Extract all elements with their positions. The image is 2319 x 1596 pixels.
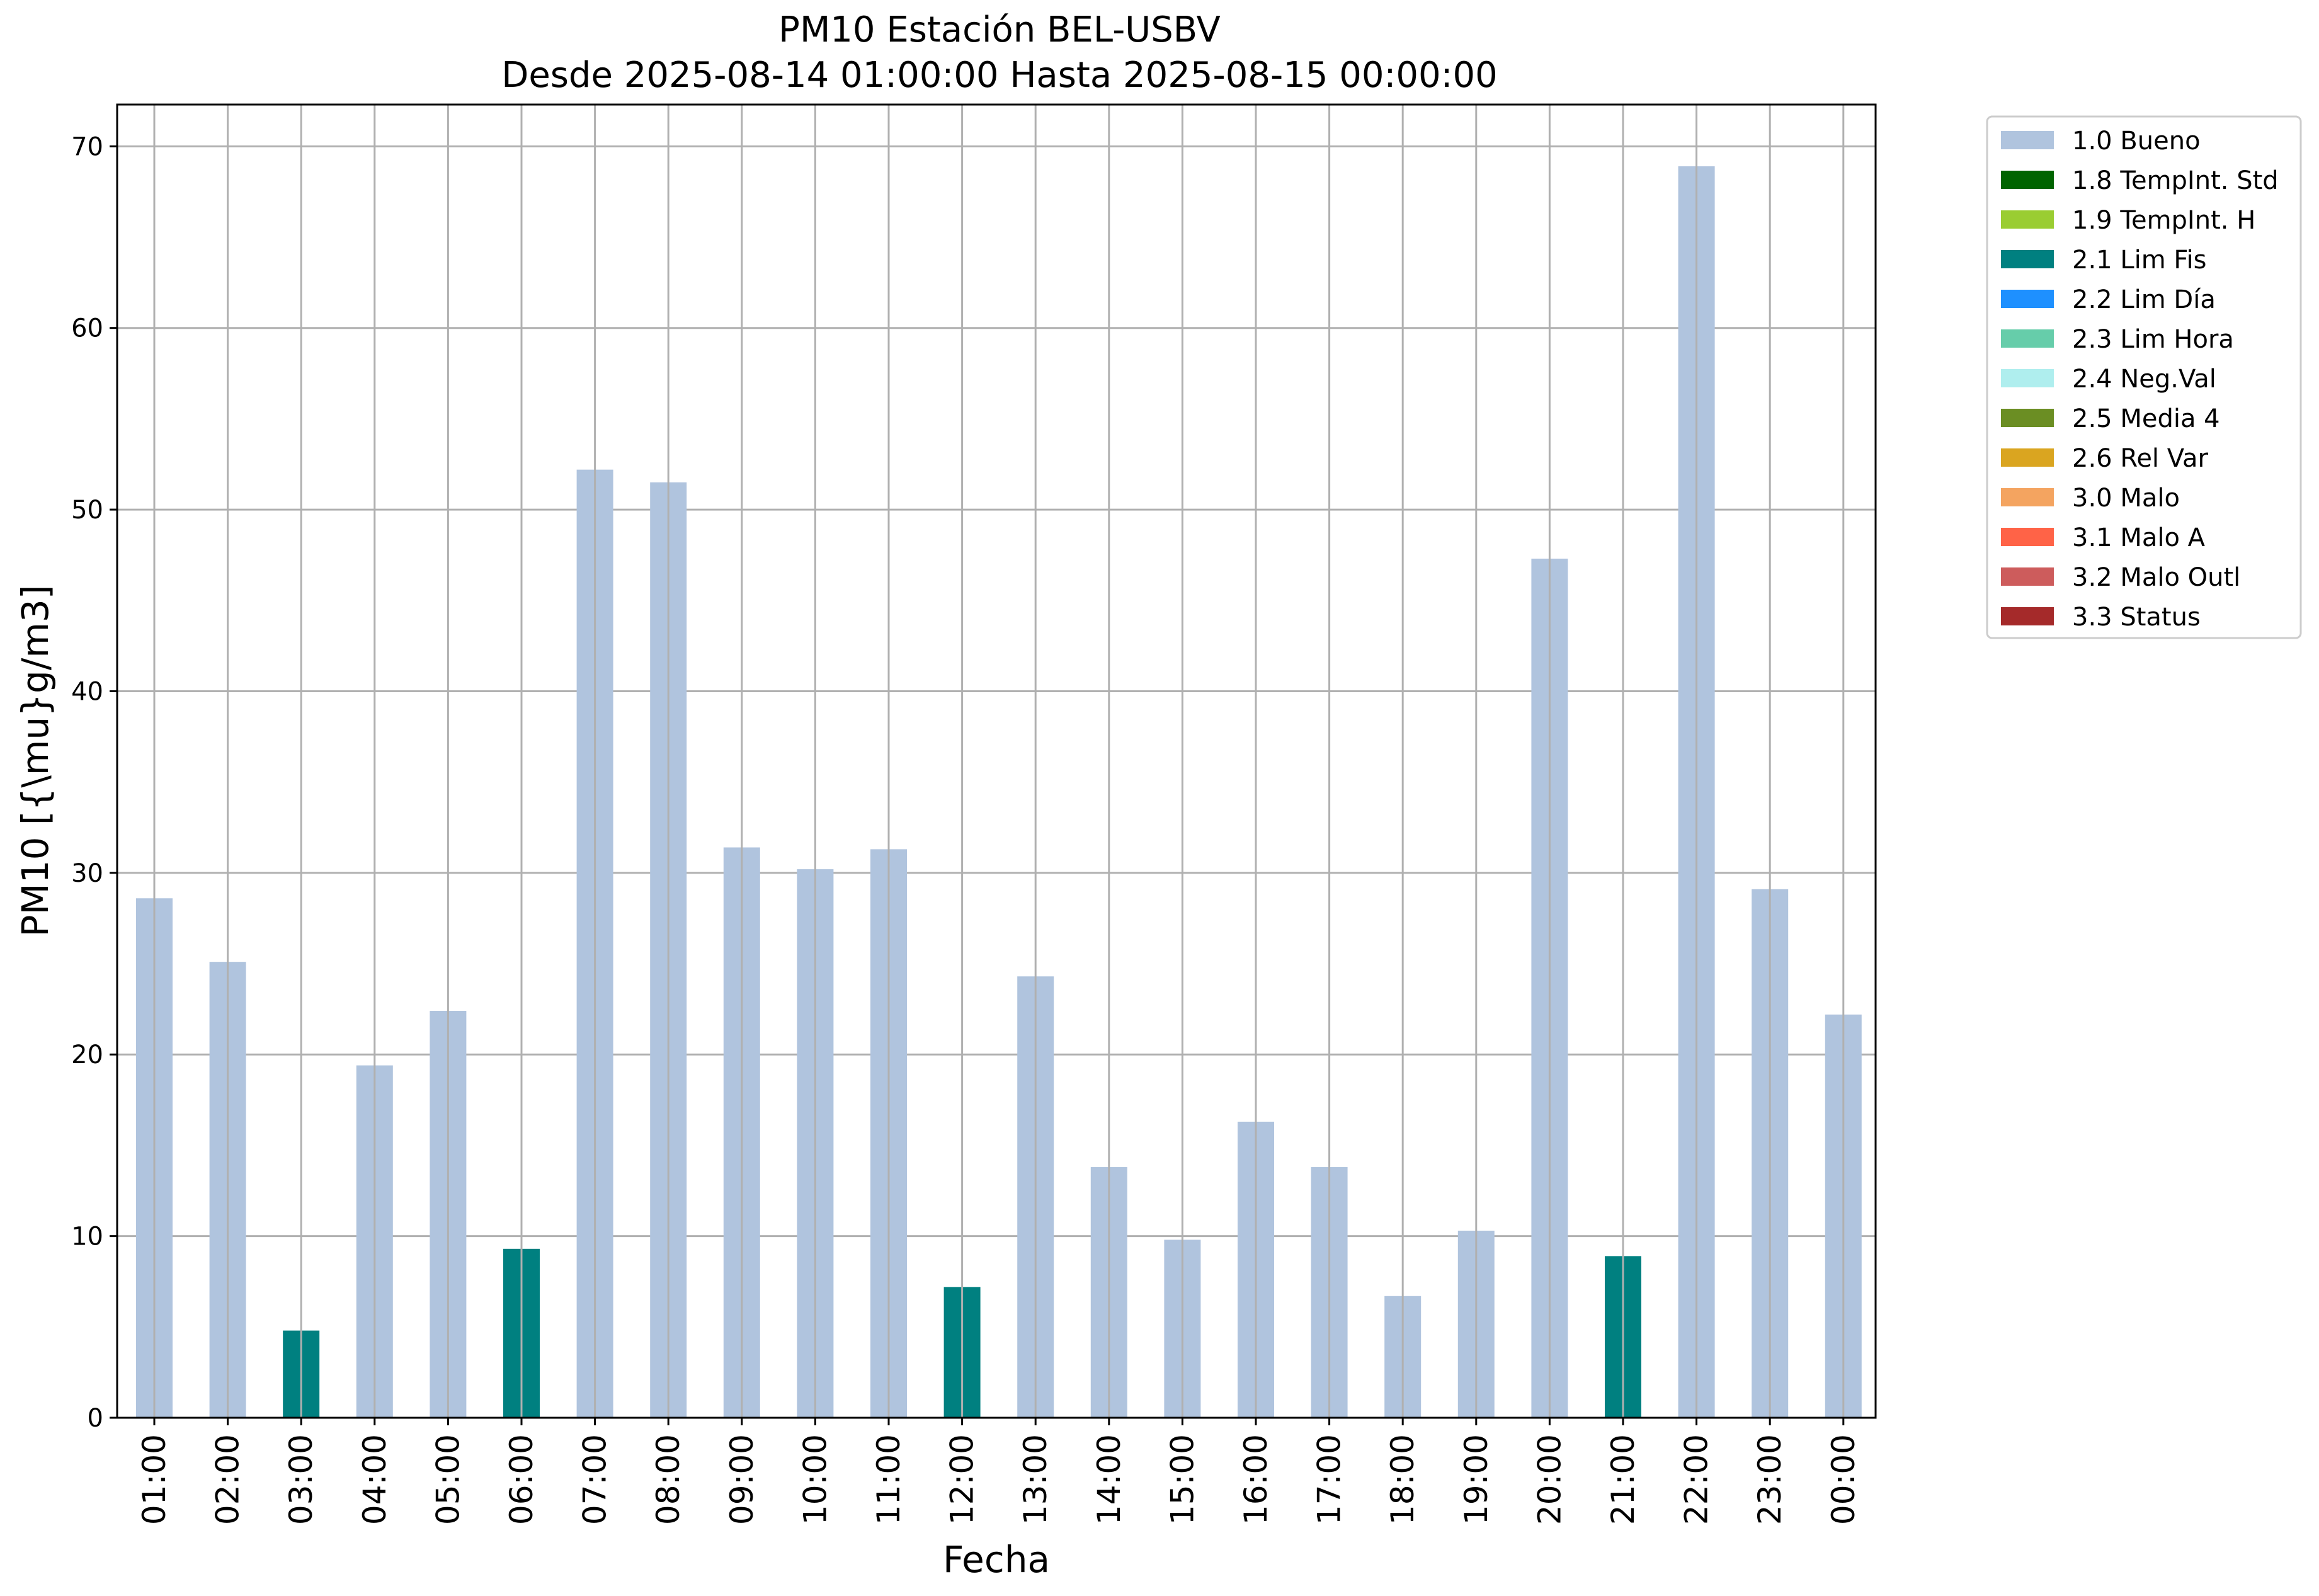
x-tick-label: 02:00 (210, 1434, 246, 1525)
legend-label: 1.0 Bueno (2072, 127, 2201, 156)
legend-swatch (2001, 488, 2054, 506)
legend-label: 2.2 Lim Día (2072, 285, 2216, 314)
bars (136, 166, 1862, 1418)
legend: 1.0 Bueno 1.8 TempInt. Std 1.9 TempInt. H 2… (1986, 115, 2302, 639)
legend-swatch (2001, 329, 2054, 348)
x-tick-label: 23:00 (1752, 1434, 1788, 1525)
y-tick-label: 60 (71, 314, 103, 343)
x-tick-label: 20:00 (1531, 1434, 1568, 1525)
legend-swatch (2001, 210, 2054, 229)
chart-title-line2: Desde 2025-08-14 01:00:00 Hasta 2025-08-… (501, 55, 1498, 96)
x-tick-label: 18:00 (1384, 1434, 1421, 1525)
plot-frame (116, 103, 1877, 1419)
legend-label: 1.8 TempInt. Std (2072, 166, 2279, 195)
x-tick-label: 19:00 (1458, 1434, 1495, 1525)
y-tick-label: 20 (71, 1040, 103, 1069)
x-tick-label: 10:00 (797, 1434, 833, 1525)
legend-swatch (2001, 290, 2054, 308)
grid (117, 145, 1876, 1419)
legend-label: 1.9 TempInt. H (2072, 206, 2255, 235)
legend-swatch (2001, 369, 2054, 387)
y-tick-label: 70 (71, 132, 103, 161)
x-tick-label: 12:00 (944, 1434, 981, 1525)
legend-label: 3.1 Malo A (2072, 523, 2206, 552)
chart-title-line1: PM10 Estación BEL-USBV (778, 9, 1221, 50)
legend-label: 2.1 Lim Fis (2072, 246, 2206, 275)
x-tick-label: 04:00 (356, 1434, 393, 1525)
x-tick-label: 07:00 (577, 1434, 613, 1525)
legend-label: 2.4 Neg.Val (2072, 365, 2216, 394)
legend-swatch (2001, 171, 2054, 189)
y-tick-label: 0 (88, 1404, 103, 1433)
legend-swatch (2001, 131, 2054, 149)
vertical-grid (153, 105, 1845, 1418)
x-tick-label: 09:00 (724, 1434, 760, 1525)
x-tick-label: 22:00 (1678, 1434, 1715, 1525)
x-tick-label: 11:00 (870, 1434, 907, 1525)
y-tick-label: 50 (71, 496, 103, 525)
legend-label: 3.3 Status (2072, 603, 2201, 632)
legend-box (1986, 115, 2302, 639)
x-tick-label: 08:00 (650, 1434, 687, 1525)
x-tick-label: 21:00 (1605, 1434, 1641, 1525)
x-tick-label: 00:00 (1825, 1434, 1862, 1525)
legend-swatch (2001, 448, 2054, 467)
legend-label: 3.2 Malo Outl (2072, 563, 2240, 592)
x-tick-label: 15:00 (1164, 1434, 1200, 1525)
x-tick-label: 01:00 (136, 1434, 173, 1525)
x-tick-label: 13:00 (1017, 1434, 1054, 1525)
legend-label: 2.3 Lim Hora (2072, 325, 2234, 354)
legend-swatch (2001, 567, 2054, 586)
x-axis-ticks: 01:00 02:00 03:00 04:00 05:00 06:00 07:00 08:00… (136, 1418, 1862, 1525)
legend-label: 2.6 Rel Var (2072, 444, 2209, 473)
x-tick-label: 14:00 (1091, 1434, 1127, 1525)
y-axis-label: PM10 [{\mu}g/m3] (14, 585, 57, 937)
y-tick-label: 10 (71, 1223, 103, 1251)
x-tick-label: 17:00 (1311, 1434, 1348, 1525)
x-tick-label: 06:00 (503, 1434, 540, 1525)
x-tick-label: 03:00 (283, 1434, 319, 1525)
y-axis-ticks: 0 10 20 30 40 50 60 70 (71, 132, 117, 1433)
x-tick-label: 05:00 (430, 1434, 466, 1525)
x-tick-label: 16:00 (1238, 1434, 1274, 1525)
legend-label: 2.5 Media 4 (2072, 404, 2220, 433)
y-tick-label: 30 (71, 859, 103, 888)
legend-label: 3.0 Malo (2072, 484, 2180, 513)
legend-swatch (2001, 409, 2054, 427)
legend-swatch (2001, 528, 2054, 546)
legend-swatch (2001, 250, 2054, 268)
legend-swatch (2001, 607, 2054, 625)
y-tick-label: 40 (71, 677, 103, 706)
x-axis-label: Fecha (943, 1538, 1050, 1581)
